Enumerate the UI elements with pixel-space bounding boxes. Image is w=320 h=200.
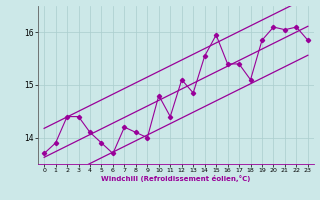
- X-axis label: Windchill (Refroidissement éolien,°C): Windchill (Refroidissement éolien,°C): [101, 175, 251, 182]
